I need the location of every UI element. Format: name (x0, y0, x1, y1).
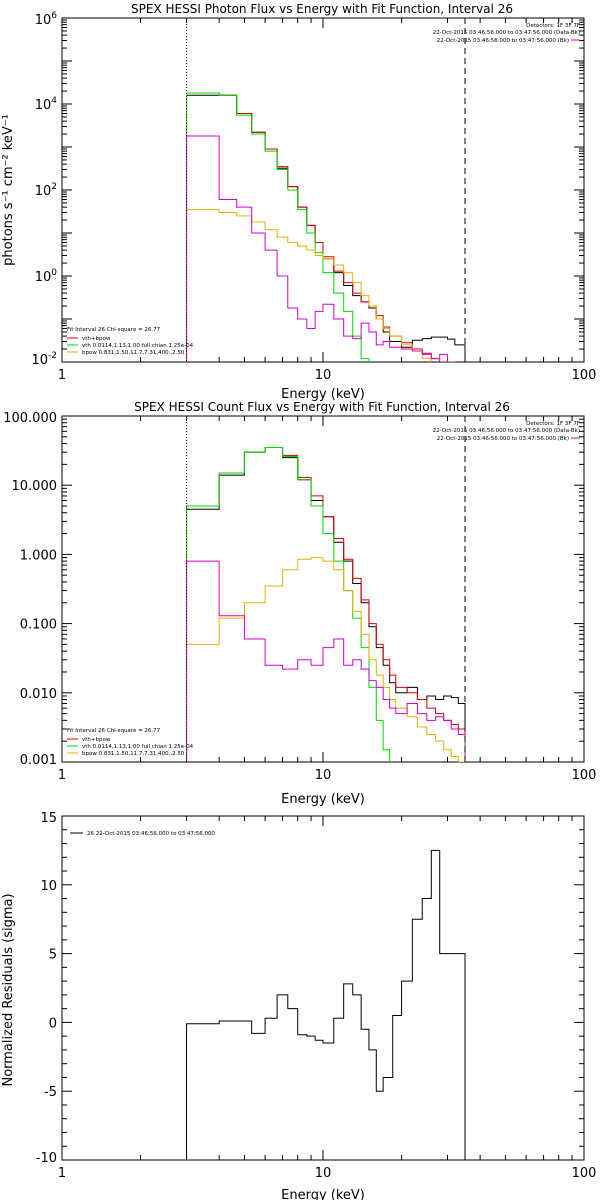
x-axis-label: Energy (keV) (281, 792, 365, 807)
chart-title: SPEX HESSI Count Flux vs Energy with Fit… (134, 400, 510, 414)
y-tick-label: 102 (35, 182, 57, 199)
chart-title: SPEX HESSI Photon Flux vs Energy with Fi… (131, 2, 513, 16)
series-line-data-bk (186, 447, 466, 762)
series-line-data-bk (186, 94, 466, 362)
series-line-bpow (186, 209, 432, 362)
panel-count-flux: SPEX HESSI Count Flux vs Energy with Fit… (3, 400, 596, 807)
series-line-bk (186, 560, 466, 762)
x-axis-label: Energy (keV) (281, 387, 365, 402)
legend-label-residuals: 26 22-Oct-2015 03:46:56.000 to 03:47:56.… (87, 831, 216, 837)
x-axis-label: Energy (keV) (281, 1188, 365, 1200)
time-range-data-bk: 22-Oct-2015 03:46:56.000 to 03:47:56.000… (433, 428, 580, 434)
y-axis-label: photons s⁻¹ cm⁻² keV⁻¹ (1, 114, 16, 266)
detectors-text: Detectors: 1F 3F 7F (526, 23, 580, 29)
y-tick-label: 0.001 (20, 753, 57, 768)
fit-interval-text: Fit Interval 26 Chi-square = 26.77 (67, 728, 161, 734)
y-tick-label: 10 (40, 879, 57, 894)
y-tick-label: 10-2 (31, 351, 57, 368)
x-tick-label: 100 (572, 1166, 597, 1181)
series-line-26-22-oct-2015-03-46-56- (186, 849, 466, 1160)
x-tick-label: 1 (58, 368, 66, 383)
series-line-bpow (186, 557, 466, 762)
legend-label-bpow: bpow 0.831,1.50,11.7,7.31,400.,2.50 (82, 350, 185, 356)
y-tick-label: 0.100 (20, 618, 57, 633)
time-range-bk: 22-Oct-2015 03:46:56.000 to 03:47:56.000… (437, 436, 569, 442)
y-axis-label: Normalized Residuals (sigma) (1, 893, 16, 1086)
x-tick-label: 1 (58, 768, 66, 783)
plot-frame (61, 415, 585, 763)
x-tick-label: 100 (572, 368, 597, 383)
y-tick-label: 0.010 (20, 687, 57, 702)
legend-label-bpow: bpow 0.831,1.50,11.7,7.31,400.,2.50 (82, 751, 185, 757)
y-tick-label: 10.000 (12, 479, 58, 494)
y-tick-label: 5 (49, 948, 57, 963)
panel-residuals: 1 10 100 -10 -5 0 5 10 15 Energy (keV) Normalize… (1, 811, 596, 1200)
y-tick-label: 100.000 (3, 411, 57, 426)
panel-photon-flux: SPEX HESSI Photon Flux vs Energy with Fi… (1, 2, 596, 402)
y-tick-label: -10 (36, 1151, 57, 1166)
x-tick-label: 100 (572, 768, 597, 783)
x-tick-label: 10 (315, 768, 332, 783)
time-range-bk: 22-Oct-2015 03:46:56.000 to 03:47:56.000… (437, 38, 569, 44)
detectors-text: Detectors: 1F 3F 7F (526, 421, 580, 427)
fit-interval-text: Fit Interval 26 Chi-square = 26.77 (67, 327, 161, 333)
series-line-bk (186, 135, 456, 362)
y-tick-label: 106 (35, 11, 58, 28)
x-tick-label: 10 (315, 368, 332, 383)
y-tick-label: 1.000 (20, 548, 57, 563)
plot-frame (61, 815, 585, 1161)
legend-label-vth: vth 0.0114,1.13,1.00 full chian 1.25e-04 (82, 744, 194, 750)
x-tick-label: 10 (315, 1166, 332, 1181)
y-tick-label: 0 (49, 1016, 57, 1031)
legend-label-model: vth+bpow (82, 336, 111, 342)
time-range-data-bk: 22-Oct-2015 03:46:56.000 to 03:47:56.000… (433, 30, 580, 36)
y-tick-label: 100 (35, 268, 58, 285)
y-tick-label: 104 (35, 96, 58, 113)
series-line-vth-bpow (186, 447, 466, 762)
series-line-vth (186, 447, 391, 762)
series-line-vth (186, 92, 370, 362)
x-tick-label: 1 (58, 1166, 66, 1181)
legend-label-model: vth+bpow (82, 737, 111, 743)
legend-label-vth: vth 0.0114,1.13,1.00 full chian 1.25e-04 (82, 343, 194, 349)
y-tick-label: -5 (44, 1085, 57, 1100)
y-tick-label: 15 (40, 811, 57, 826)
